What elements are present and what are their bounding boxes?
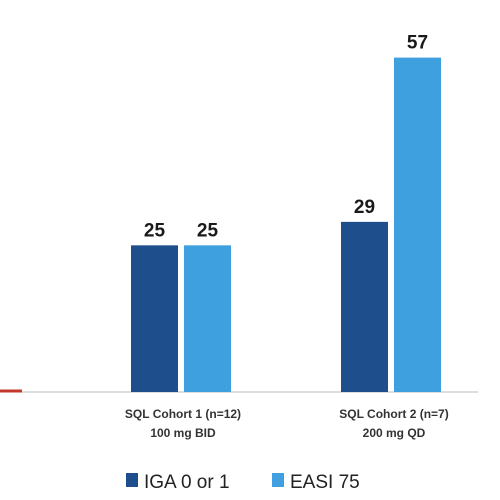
category-label-2-line-0: SQL Cohort 2 (n=7) [339, 407, 448, 421]
value-labels-layer: 025292557 [144, 33, 428, 242]
value-label-easi-group-2: 57 [407, 33, 428, 54]
value-label-iga-group-1: 25 [144, 220, 166, 241]
value-label-iga-group-2: 29 [354, 197, 375, 218]
category-label-2-line-1: 200 mg QD [363, 426, 426, 440]
value-label-easi-group-1: 25 [197, 220, 219, 241]
bar-iga-group-1 [131, 245, 178, 392]
bar-iga-group-2 [341, 221, 388, 392]
bar-easi-group-2 [394, 57, 441, 392]
bar-easi-group-1 [184, 245, 231, 392]
bars-layer [131, 57, 441, 392]
legend-label-easi: EASI 75 [290, 472, 360, 493]
legend-swatch-easi [272, 473, 284, 487]
category-label-1-line-1: 100 mg BID [150, 426, 216, 440]
legend-label-iga: IGA 0 or 1 [144, 472, 230, 493]
legend: IGA 0 or 1 EASI 75 [126, 472, 360, 493]
legend-swatch-iga [126, 473, 138, 487]
category-label-1-line-0: SQL Cohort 1 (n=12) [125, 407, 241, 421]
